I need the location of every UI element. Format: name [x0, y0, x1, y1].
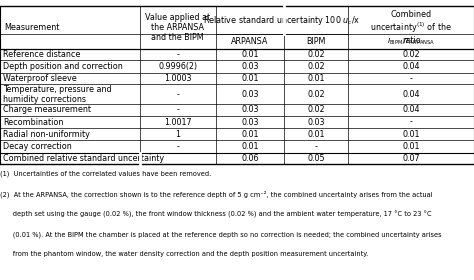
Text: 0.01: 0.01: [308, 74, 325, 83]
Text: $I_{\mathrm{BIPM}}$/$T_{\mathrm{ARPANSA}}$: $I_{\mathrm{BIPM}}$/$T_{\mathrm{ARPANSA}…: [387, 36, 436, 46]
Text: from the phantom window, the water density correction and the depth position mea: from the phantom window, the water densi…: [0, 251, 368, 257]
Text: 0.04: 0.04: [402, 62, 420, 71]
Text: 0.04: 0.04: [402, 90, 420, 99]
Text: 0.03: 0.03: [241, 118, 259, 127]
Text: -: -: [176, 50, 179, 59]
Text: Temperature, pressure and
humidity corrections: Temperature, pressure and humidity corre…: [3, 85, 112, 104]
Text: -: -: [176, 142, 179, 151]
Text: 0.02: 0.02: [308, 62, 325, 71]
Text: Recombination: Recombination: [3, 118, 64, 127]
Text: 0.03: 0.03: [241, 106, 259, 115]
Text: 0.03: 0.03: [241, 62, 259, 71]
Text: 0.04: 0.04: [402, 106, 420, 115]
Text: 0.03: 0.03: [308, 118, 325, 127]
Text: -: -: [176, 106, 179, 115]
Text: (1)  Uncertainties of the correlated values have been removed.: (1) Uncertainties of the correlated valu…: [0, 171, 211, 177]
Text: 0.01: 0.01: [402, 130, 420, 139]
Text: 1: 1: [175, 130, 180, 139]
Text: 1.0017: 1.0017: [164, 118, 191, 127]
Text: 0.01: 0.01: [241, 142, 259, 151]
Text: depth set using the gauge (0.02 %), the front window thickness (0.02 %) and the : depth set using the gauge (0.02 %), the …: [0, 211, 432, 218]
Text: 0.02: 0.02: [308, 90, 325, 99]
Text: 0.06: 0.06: [241, 154, 259, 163]
Text: 0.05: 0.05: [308, 154, 325, 163]
Text: Relative standard uncertainty 100 $u_c$/x: Relative standard uncertainty 100 $u_c$/…: [203, 14, 361, 27]
Text: 1.0003: 1.0003: [164, 74, 191, 83]
Text: 0.01: 0.01: [241, 130, 259, 139]
Text: Decay correction: Decay correction: [3, 142, 72, 151]
Text: -: -: [315, 142, 318, 151]
Text: Value applied at
the ARPANSA
and the BIPM: Value applied at the ARPANSA and the BIP…: [145, 13, 210, 42]
Text: -: -: [410, 118, 413, 127]
Text: 0.02: 0.02: [402, 50, 420, 59]
Text: 0.01: 0.01: [402, 142, 420, 151]
Text: 0.07: 0.07: [402, 154, 420, 163]
Text: (2)  At the ARPANSA, the correction shown is to the reference depth of 5 g cm⁻²,: (2) At the ARPANSA, the correction shown…: [0, 191, 433, 199]
Text: Radial non-uniformity: Radial non-uniformity: [3, 130, 90, 139]
Text: BIPM: BIPM: [307, 37, 326, 46]
Text: 0.03: 0.03: [241, 90, 259, 99]
Text: Waterproof sleeve: Waterproof sleeve: [3, 74, 77, 83]
Text: Reference distance: Reference distance: [3, 50, 81, 59]
Text: Depth position and correction: Depth position and correction: [3, 62, 123, 71]
Text: Measurement: Measurement: [4, 23, 59, 32]
Text: Combined
uncertainty$^{(1)}$ of the
ratio: Combined uncertainty$^{(1)}$ of the rati…: [370, 10, 452, 45]
Text: 0.01: 0.01: [241, 50, 259, 59]
Text: -: -: [410, 74, 413, 83]
Text: Charge measurement: Charge measurement: [3, 106, 91, 115]
Text: 0.01: 0.01: [241, 74, 259, 83]
Text: 0.02: 0.02: [308, 106, 325, 115]
Text: Combined relative standard uncertainty: Combined relative standard uncertainty: [3, 154, 164, 163]
Text: (0.01 %). At the BIPM the chamber is placed at the reference depth so no correct: (0.01 %). At the BIPM the chamber is pla…: [0, 231, 442, 238]
Text: ARPANSA: ARPANSA: [231, 37, 269, 46]
Text: 0.9996(2): 0.9996(2): [158, 62, 197, 71]
Text: 0.02: 0.02: [308, 50, 325, 59]
Text: 0.01: 0.01: [308, 130, 325, 139]
Text: -: -: [176, 90, 179, 99]
